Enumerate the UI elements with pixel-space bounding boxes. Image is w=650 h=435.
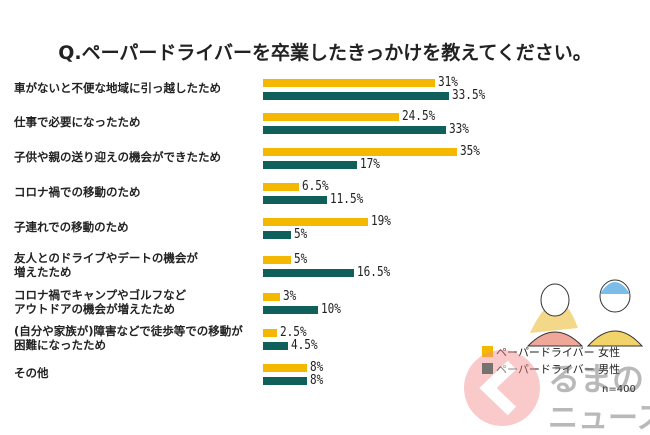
bar-male — [263, 231, 291, 239]
sample-size: n=400 — [602, 384, 636, 395]
bar-male — [263, 196, 327, 204]
bar-female — [263, 364, 308, 372]
data-label: 17% — [360, 157, 381, 172]
bar-male — [263, 306, 319, 314]
category-label: (自分や家族が)障害などで徒歩等での移動が 困難になったため — [14, 324, 243, 352]
data-label: 3% — [282, 289, 296, 304]
category-label: 車がないと不便な地域に引っ越したため — [14, 81, 221, 95]
data-label: 2.5% — [279, 325, 307, 340]
data-label: 31% — [437, 75, 458, 90]
category-label: その他 — [14, 366, 49, 380]
data-label: 5% — [293, 227, 308, 242]
legend-item-male: ペーパードライバー 男性 — [482, 360, 620, 377]
bar-male — [263, 269, 355, 277]
bar-female — [263, 293, 280, 301]
legend-label: ペーパードライバー 男性 — [496, 362, 621, 376]
data-label: 11.5% — [329, 192, 364, 207]
data-label: 35% — [460, 144, 480, 159]
watermark-logo: るまの ニュース — [464, 350, 650, 435]
data-label: 24.5% — [401, 109, 436, 124]
data-label: 16.5% — [357, 265, 391, 280]
bar-female — [263, 148, 457, 156]
svg-text:るまの: るまの — [548, 360, 644, 398]
bar-female — [263, 256, 291, 264]
data-label: 8% — [310, 373, 324, 388]
bar-female — [263, 113, 399, 121]
data-label: 4.5% — [290, 338, 318, 353]
bar-male — [263, 92, 449, 100]
chart-title: Q.ペーパードライバーを卒業したきっかけを教えてください。 — [58, 42, 592, 64]
data-label: 6.5% — [302, 179, 329, 194]
data-label: 5% — [293, 252, 308, 267]
bar-male — [263, 377, 308, 385]
category-label: 仕事で必要になったため — [14, 115, 141, 129]
bar-female — [263, 183, 300, 191]
bar-male — [263, 126, 446, 134]
category-label: コロナ禍での移動のため — [14, 185, 141, 199]
svg-text:ニュース: ニュース — [548, 401, 650, 435]
bar-female — [263, 218, 369, 226]
bar-female — [263, 79, 435, 87]
category-label: 子連れでの移動のため — [14, 220, 129, 234]
legend-label: ペーパードライバー 女性 — [496, 345, 621, 359]
bar-female — [263, 329, 277, 337]
data-label: 19% — [371, 214, 392, 229]
bar-male — [263, 161, 358, 169]
category-label: 友人とのドライブやデートの機会が 増えたため — [14, 251, 198, 279]
data-label: 33.5% — [451, 88, 485, 103]
legend-item-female: ペーパードライバー 女性 — [482, 343, 620, 360]
data-label: 8% — [310, 360, 324, 375]
legend-swatch — [482, 346, 493, 357]
people-illustration — [526, 279, 644, 347]
category-label: コロナ禍でキャンプやゴルフなど アウトドアの機会が増えたため — [14, 288, 187, 316]
data-label: 33% — [448, 122, 469, 137]
legend: ペーパードライバー 女性 ペーパードライバー 男性 — [482, 343, 620, 377]
data-label: 10% — [321, 302, 342, 317]
category-label: 子供や親の送り迎えの機会ができたため — [14, 150, 221, 164]
legend-swatch — [482, 363, 493, 374]
bar-male — [263, 342, 288, 350]
